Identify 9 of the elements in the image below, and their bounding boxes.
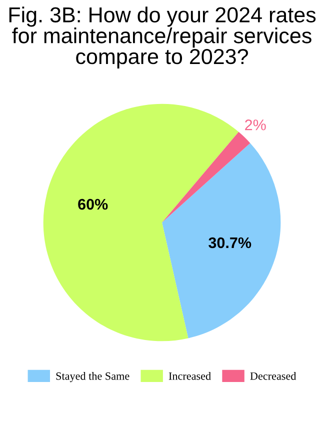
data-label: 30.7% xyxy=(208,237,252,248)
legend-label: Decreased xyxy=(250,372,296,380)
pie-slice xyxy=(162,143,281,338)
pie-slice xyxy=(162,132,250,222)
data-label: 2% xyxy=(245,120,266,130)
data-label: 60% xyxy=(78,198,108,210)
legend-label: Stayed the Same xyxy=(56,372,130,382)
legend-label: Increased xyxy=(168,372,211,380)
chart-title: Fig. 3B: How do your 2024 rates for maintenance/repair services compare to 2023? xyxy=(9,6,316,68)
